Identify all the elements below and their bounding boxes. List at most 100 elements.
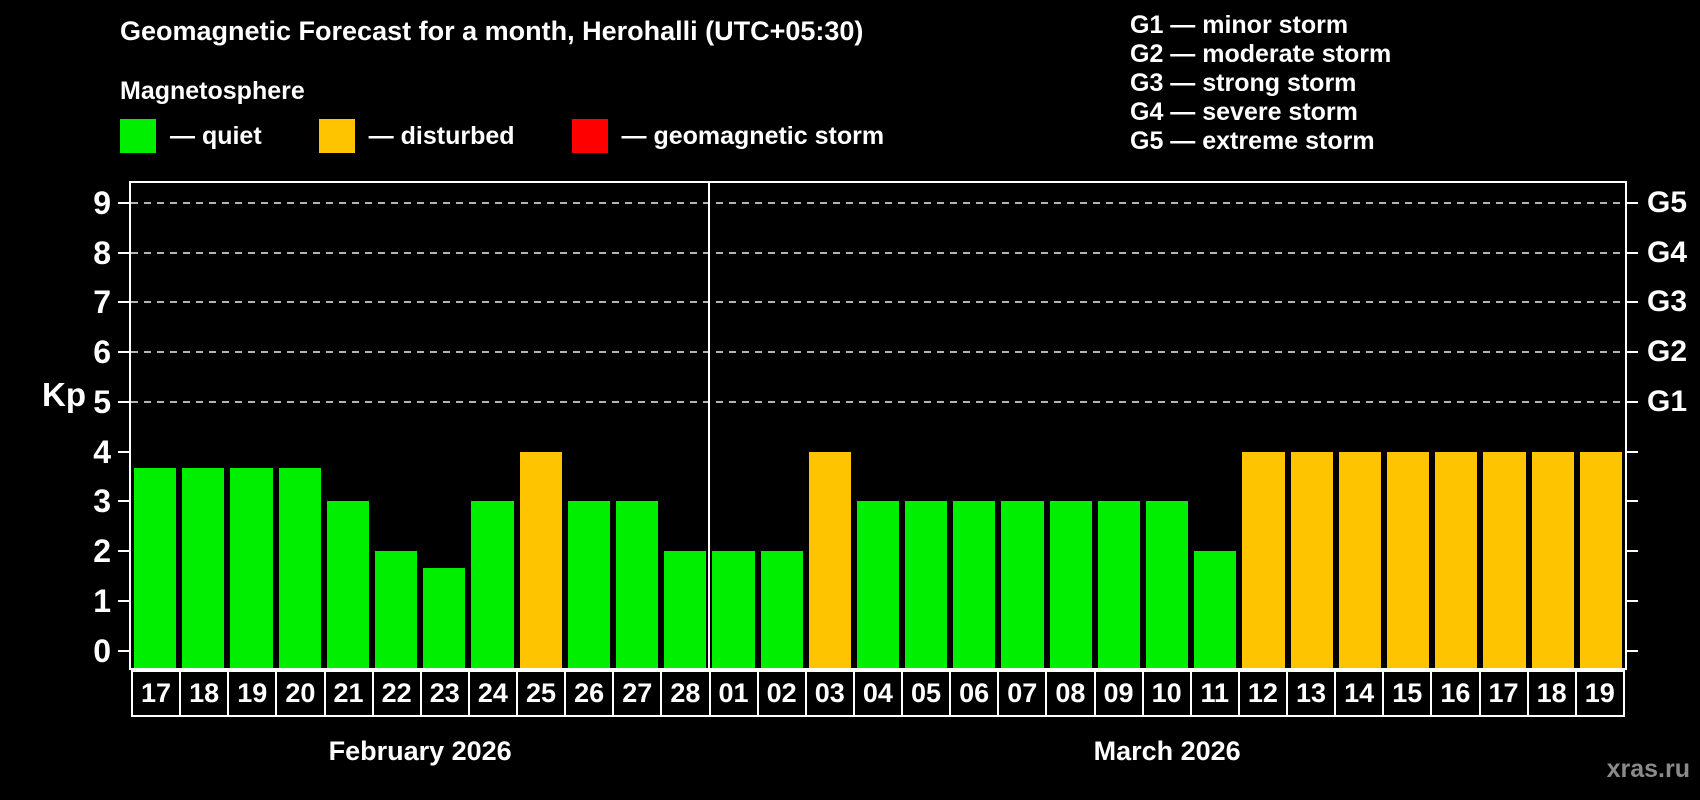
kp-bar <box>423 567 466 668</box>
y-axis-tick-right <box>1627 400 1638 403</box>
legend-item-storm: — geomagnetic storm <box>571 119 885 153</box>
gridline-kp9 <box>131 201 1625 204</box>
g-axis-label-g3: G3 <box>1647 285 1688 319</box>
y-axis-tick-right <box>1627 351 1638 354</box>
magnetosphere-label: Magnetosphere <box>120 77 305 105</box>
kp-bar <box>953 501 996 668</box>
g2-legend-line: G2 — moderate storm <box>1130 40 1392 68</box>
quiet-swatch <box>120 119 156 153</box>
kp-bar <box>374 551 418 668</box>
day-cell: 08 <box>1045 672 1093 715</box>
y-axis-tick-left <box>118 301 129 304</box>
g5-legend-line: G5 — extreme storm <box>1130 127 1375 155</box>
storm-label: — geomagnetic storm <box>621 121 885 150</box>
y-axis-tick-left <box>118 201 129 204</box>
g-axis-label-g4: G4 <box>1647 235 1688 269</box>
kp-bar <box>1194 551 1237 668</box>
day-cell: 17 <box>1478 672 1527 715</box>
y-axis-tick-left <box>118 351 129 354</box>
gridline-kp7 <box>131 301 1625 304</box>
kp-bar <box>1579 451 1622 668</box>
kp-bar <box>760 551 803 668</box>
month-label-0: February 2026 <box>328 736 512 766</box>
day-cell: 12 <box>1237 672 1286 715</box>
day-cell: 14 <box>1334 672 1382 715</box>
y-axis-tick-right <box>1627 450 1638 453</box>
day-cell: 19 <box>1574 672 1623 715</box>
day-cell: 10 <box>1141 672 1190 715</box>
y-axis-tick-right <box>1627 500 1638 503</box>
day-cell: 02 <box>756 672 805 715</box>
y-axis-tick-right <box>1627 301 1638 304</box>
day-cell: 06 <box>949 672 997 715</box>
kp-bar <box>856 501 900 668</box>
kp-bar <box>134 468 177 668</box>
day-cell: 25 <box>516 672 564 715</box>
storm-swatch <box>571 119 608 153</box>
day-cell: 20 <box>275 672 323 715</box>
quiet-label: — quiet <box>170 121 262 150</box>
day-cell: 21 <box>323 672 372 715</box>
day-cell: 01 <box>708 672 757 715</box>
legend-item-disturbed: — disturbed <box>318 119 515 153</box>
kp-bar <box>808 451 851 668</box>
kp-bar <box>905 501 948 668</box>
day-cell: 11 <box>1189 672 1238 715</box>
day-cell: 04 <box>852 672 901 715</box>
y-axis-tick-label: 4 <box>93 433 111 470</box>
chart-title: Geomagnetic Forecast for a month, Heroha… <box>120 16 864 46</box>
y-axis-tick-left <box>118 649 129 652</box>
kp-bar <box>712 551 755 668</box>
kp-bar <box>1049 501 1092 668</box>
y-axis-tick-right <box>1627 550 1638 553</box>
y-axis-tick-left <box>118 550 129 553</box>
gridline-kp6 <box>131 351 1625 354</box>
y-axis-tick-label: 3 <box>93 483 111 520</box>
g-scale-legend: G1 — minor storm G2 — moderate storm G3 … <box>1130 11 1391 156</box>
kp-bar <box>567 501 610 668</box>
day-cell: 16 <box>1430 672 1478 715</box>
kp-bar <box>1483 451 1526 668</box>
disturbed-label: — disturbed <box>368 121 515 150</box>
y-axis-tick-label: 7 <box>93 284 111 321</box>
g4-legend-line: G4 — severe storm <box>1130 98 1358 126</box>
month-divider <box>708 183 711 668</box>
watermark: xras.ru <box>1606 755 1690 783</box>
day-cell: 09 <box>1093 672 1142 715</box>
day-cell: 07 <box>997 672 1045 715</box>
kp-bar <box>471 501 514 668</box>
legend-item-quiet: — quiet <box>120 119 262 153</box>
g-axis-label-g5: G5 <box>1647 185 1688 219</box>
kp-bar <box>664 551 707 668</box>
y-axis-tick-label: 2 <box>93 533 111 570</box>
day-cell: 15 <box>1382 672 1430 715</box>
y-axis-tick-right <box>1627 649 1638 652</box>
kp-bar <box>230 468 273 668</box>
y-axis-tick-right <box>1627 599 1638 602</box>
y-axis-tick-left <box>118 599 129 602</box>
g3-legend-line: G3 — strong storm <box>1130 69 1357 97</box>
gridline-kp5 <box>131 400 1625 403</box>
kp-bar <box>1387 451 1430 668</box>
day-cell: 28 <box>660 672 708 715</box>
y-axis-tick-right <box>1627 201 1638 204</box>
day-cell: 05 <box>901 672 949 715</box>
kp-bar <box>182 468 225 668</box>
y-axis-tick-label: 8 <box>93 234 111 271</box>
kp-bar <box>326 501 369 668</box>
plot-area: 0 1 2 3 4 5 6 7 8 9 G1 G2 G3 G4 G5 <box>93 181 1687 670</box>
disturbed-swatch <box>318 119 355 153</box>
kp-bar <box>615 501 659 668</box>
y-axis-tick-left <box>118 400 129 403</box>
y-axis-tick-label: 0 <box>93 632 111 669</box>
status-legend: — quiet — disturbed — geomagnetic storm <box>120 119 941 153</box>
y-axis-tick-label: 6 <box>93 334 111 371</box>
kp-bar <box>1097 501 1141 668</box>
y-axis-tick-left <box>118 500 129 503</box>
y-axis-tick-right <box>1627 251 1638 254</box>
y-axis-tick-label: 5 <box>93 383 111 420</box>
kp-bar <box>1242 451 1285 668</box>
kp-bar <box>1338 451 1382 668</box>
day-label-row: 17 18 19 20 21 22 23 24 25 26 27 28 01 02 03 04 05 06 07 08… <box>131 670 1625 717</box>
